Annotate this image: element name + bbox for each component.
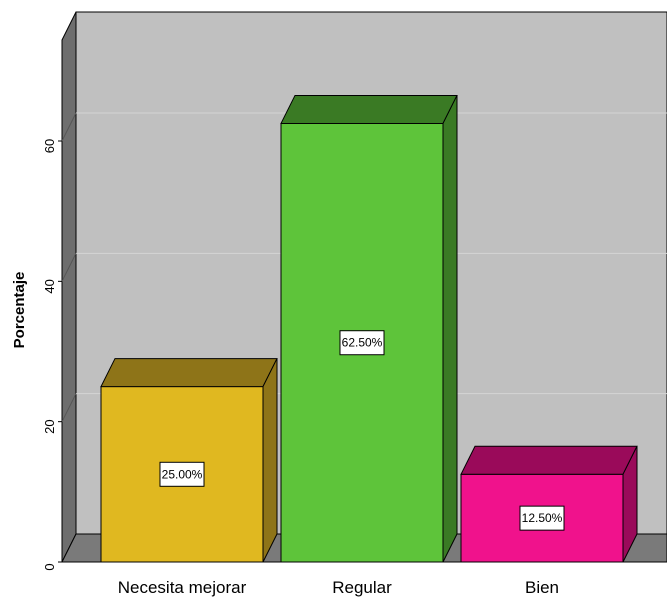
- bar-side: [262, 358, 278, 563]
- data-label-box: [339, 330, 385, 356]
- gridline-side: [61, 253, 77, 282]
- bar-side: [622, 446, 638, 563]
- bar-necesita-mejorar: [100, 358, 278, 563]
- gridline-side: [61, 112, 77, 142]
- bar-top: [100, 358, 278, 388]
- y-axis-title: Porcentaje: [11, 272, 28, 349]
- x-axis-labels: Necesita mejorar Regular Bien: [118, 578, 559, 597]
- bar-top: [280, 94, 458, 124]
- bars: 25.00% 62.50% 12.50%: [100, 94, 638, 563]
- data-label-box: [159, 461, 205, 487]
- data-label-box: [519, 505, 565, 531]
- gridline-side: [61, 393, 77, 422]
- y-tick-label: 60: [42, 139, 57, 153]
- y-axis-ticks: 0 20 40 60: [42, 139, 62, 571]
- bar-bien: [460, 445, 638, 563]
- x-category-label: Bien: [525, 578, 559, 597]
- x-category-label: Necesita mejorar: [118, 578, 247, 597]
- y-tick-label: 0: [42, 563, 57, 570]
- data-label: 62.50%: [342, 336, 383, 350]
- data-label: 25.00%: [162, 467, 203, 481]
- bar-regular: [280, 94, 458, 563]
- x-category-label: Regular: [332, 578, 392, 597]
- y-tick-label: 20: [42, 419, 57, 433]
- side-wall: [61, 11, 77, 563]
- bar-top: [460, 445, 638, 475]
- data-label: 12.50%: [522, 511, 563, 525]
- y-tick-label: 40: [42, 279, 57, 293]
- bar-side: [442, 95, 458, 563]
